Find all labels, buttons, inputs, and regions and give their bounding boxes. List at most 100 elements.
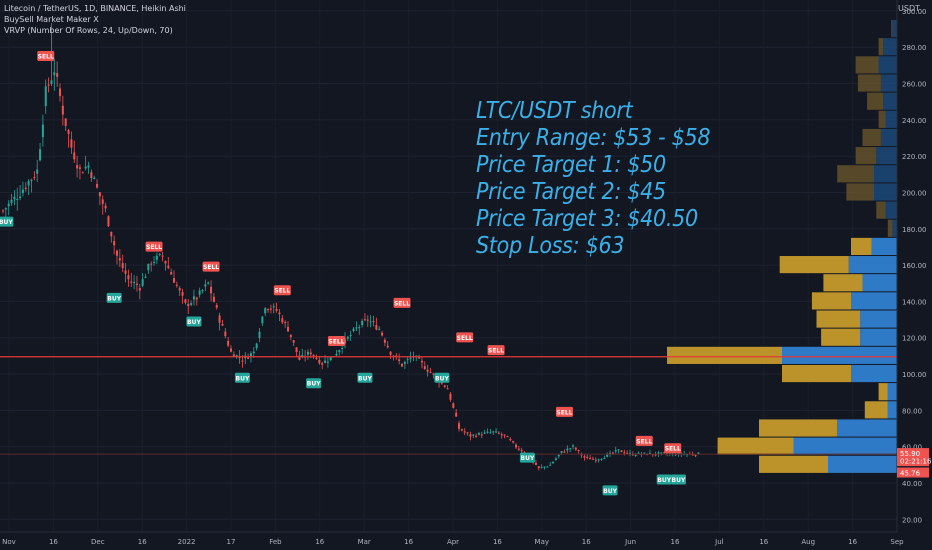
candle-body	[443, 385, 446, 387]
candle-body	[520, 450, 523, 452]
candle-body	[381, 332, 384, 336]
candle-body	[543, 466, 546, 468]
candle-body	[249, 353, 252, 357]
indicator-vrvp[interactable]: VRVP (Number Of Rows, 24, Up/Down, 70)	[4, 26, 173, 35]
current-price-label-text: 55.90	[900, 450, 920, 458]
time-axis-tick-label: Apr	[447, 538, 459, 546]
candle-body	[458, 423, 460, 429]
candle-body	[446, 388, 449, 390]
candle-body	[224, 331, 227, 337]
candle-body	[19, 196, 22, 198]
candle-body	[47, 84, 50, 86]
candle-body	[272, 306, 275, 308]
signal-label-box	[186, 316, 202, 327]
candle-body	[460, 429, 463, 431]
indicator-buysell[interactable]: BuySell Market Maker X	[4, 15, 99, 24]
volume-profile-up-bar	[837, 419, 897, 437]
price-axis-tick-label: 120.00	[902, 335, 927, 343]
symbol-title[interactable]: Litecoin / TetherUS, 1D, BINANCE, Heikin…	[4, 4, 186, 13]
note-target-1: Price Target 1: $50	[476, 152, 666, 178]
candle-body	[352, 328, 355, 332]
candle-body	[557, 454, 560, 457]
sell-signal-label: SELL	[145, 241, 163, 252]
candle-body	[677, 452, 680, 455]
candle-body	[275, 309, 278, 311]
time-axis-tick-label: 16	[848, 538, 857, 546]
candle-body	[534, 462, 537, 465]
volume-profile-down-bar	[867, 92, 884, 110]
candle-body	[326, 361, 329, 363]
candle-body	[344, 338, 346, 344]
candle-body	[643, 452, 646, 454]
volume-profile-up-bar	[874, 183, 897, 201]
candle-body	[21, 189, 24, 193]
price-axis-tick-label: 300.00	[902, 8, 927, 16]
price-axis-tick-label: 100.00	[902, 371, 927, 379]
candle-body	[56, 73, 59, 77]
time-axis-panel	[0, 532, 932, 550]
volume-profile-up-bar	[885, 201, 897, 219]
candle-body	[269, 308, 272, 310]
signal-label-text: BUY	[435, 375, 449, 382]
signal-label-text: SELL	[328, 339, 344, 346]
candle-body	[27, 181, 30, 186]
candle-body	[626, 452, 629, 454]
candle-body	[33, 177, 36, 179]
candle-body	[170, 272, 173, 275]
candle-body	[298, 355, 301, 360]
time-axis-tick-label: Jul	[714, 538, 724, 546]
candle-body	[537, 466, 540, 468]
volume-profile-down-bar	[862, 128, 881, 147]
countdown-label-text: 02:21:16	[900, 458, 932, 466]
signal-label-box	[664, 443, 682, 454]
candle-body	[634, 455, 637, 457]
price-axis-tick-label: 260.00	[902, 81, 927, 89]
price-axis-tick-label: 60.00	[902, 444, 922, 452]
candle-body	[440, 382, 443, 384]
candle-body	[264, 308, 267, 314]
volume-profile-down-bar	[759, 419, 838, 437]
signal-label-box	[393, 297, 411, 308]
signal-label-box	[456, 332, 474, 343]
volume-profile-down-bar	[717, 437, 794, 455]
candle-body	[150, 263, 153, 265]
candle-body	[221, 323, 224, 326]
time-axis-tick-label: Sep	[890, 538, 904, 546]
time-axis-tick-label: 16	[315, 538, 324, 546]
volume-profile-down-bar	[855, 56, 879, 74]
price-axis-tick-label: 240.00	[902, 117, 927, 125]
buy-signal-label: BUY	[186, 316, 202, 327]
time-axis-tick-label: Feb	[269, 538, 282, 546]
volume-profile-down-bar	[759, 455, 828, 473]
volume-profile-down-bar	[878, 110, 886, 128]
signal-label-box	[555, 406, 573, 417]
candle-body	[315, 357, 318, 359]
candle-body	[113, 241, 116, 246]
candle-body	[509, 439, 512, 441]
signal-label-text: BUY	[672, 477, 686, 484]
candle-body	[252, 351, 255, 354]
candle-body	[153, 261, 156, 263]
candle-body	[469, 434, 472, 437]
price-axis-tick-label: 180.00	[902, 226, 927, 234]
signal-label-text: BUY	[307, 381, 321, 388]
candle-body	[118, 258, 121, 261]
volume-profile-up-bar	[782, 346, 897, 364]
candle-body	[50, 80, 53, 85]
sell-signal-label: SELL	[327, 336, 345, 347]
candle-body	[611, 452, 614, 454]
candle-body	[59, 88, 61, 97]
signal-label-text: BUY	[0, 219, 13, 226]
volume-profile-up-bar	[885, 110, 897, 128]
candle-body	[267, 309, 270, 311]
candle-body	[64, 118, 67, 126]
signal-label-box	[145, 241, 163, 252]
candle-body	[138, 288, 141, 291]
volume-profile-up-bar	[862, 274, 897, 292]
signal-label-text: SELL	[636, 438, 652, 445]
candle-body	[195, 297, 198, 300]
sell-signal-label: SELL	[487, 345, 505, 356]
candle-body	[96, 183, 99, 188]
candle-body	[623, 452, 626, 454]
